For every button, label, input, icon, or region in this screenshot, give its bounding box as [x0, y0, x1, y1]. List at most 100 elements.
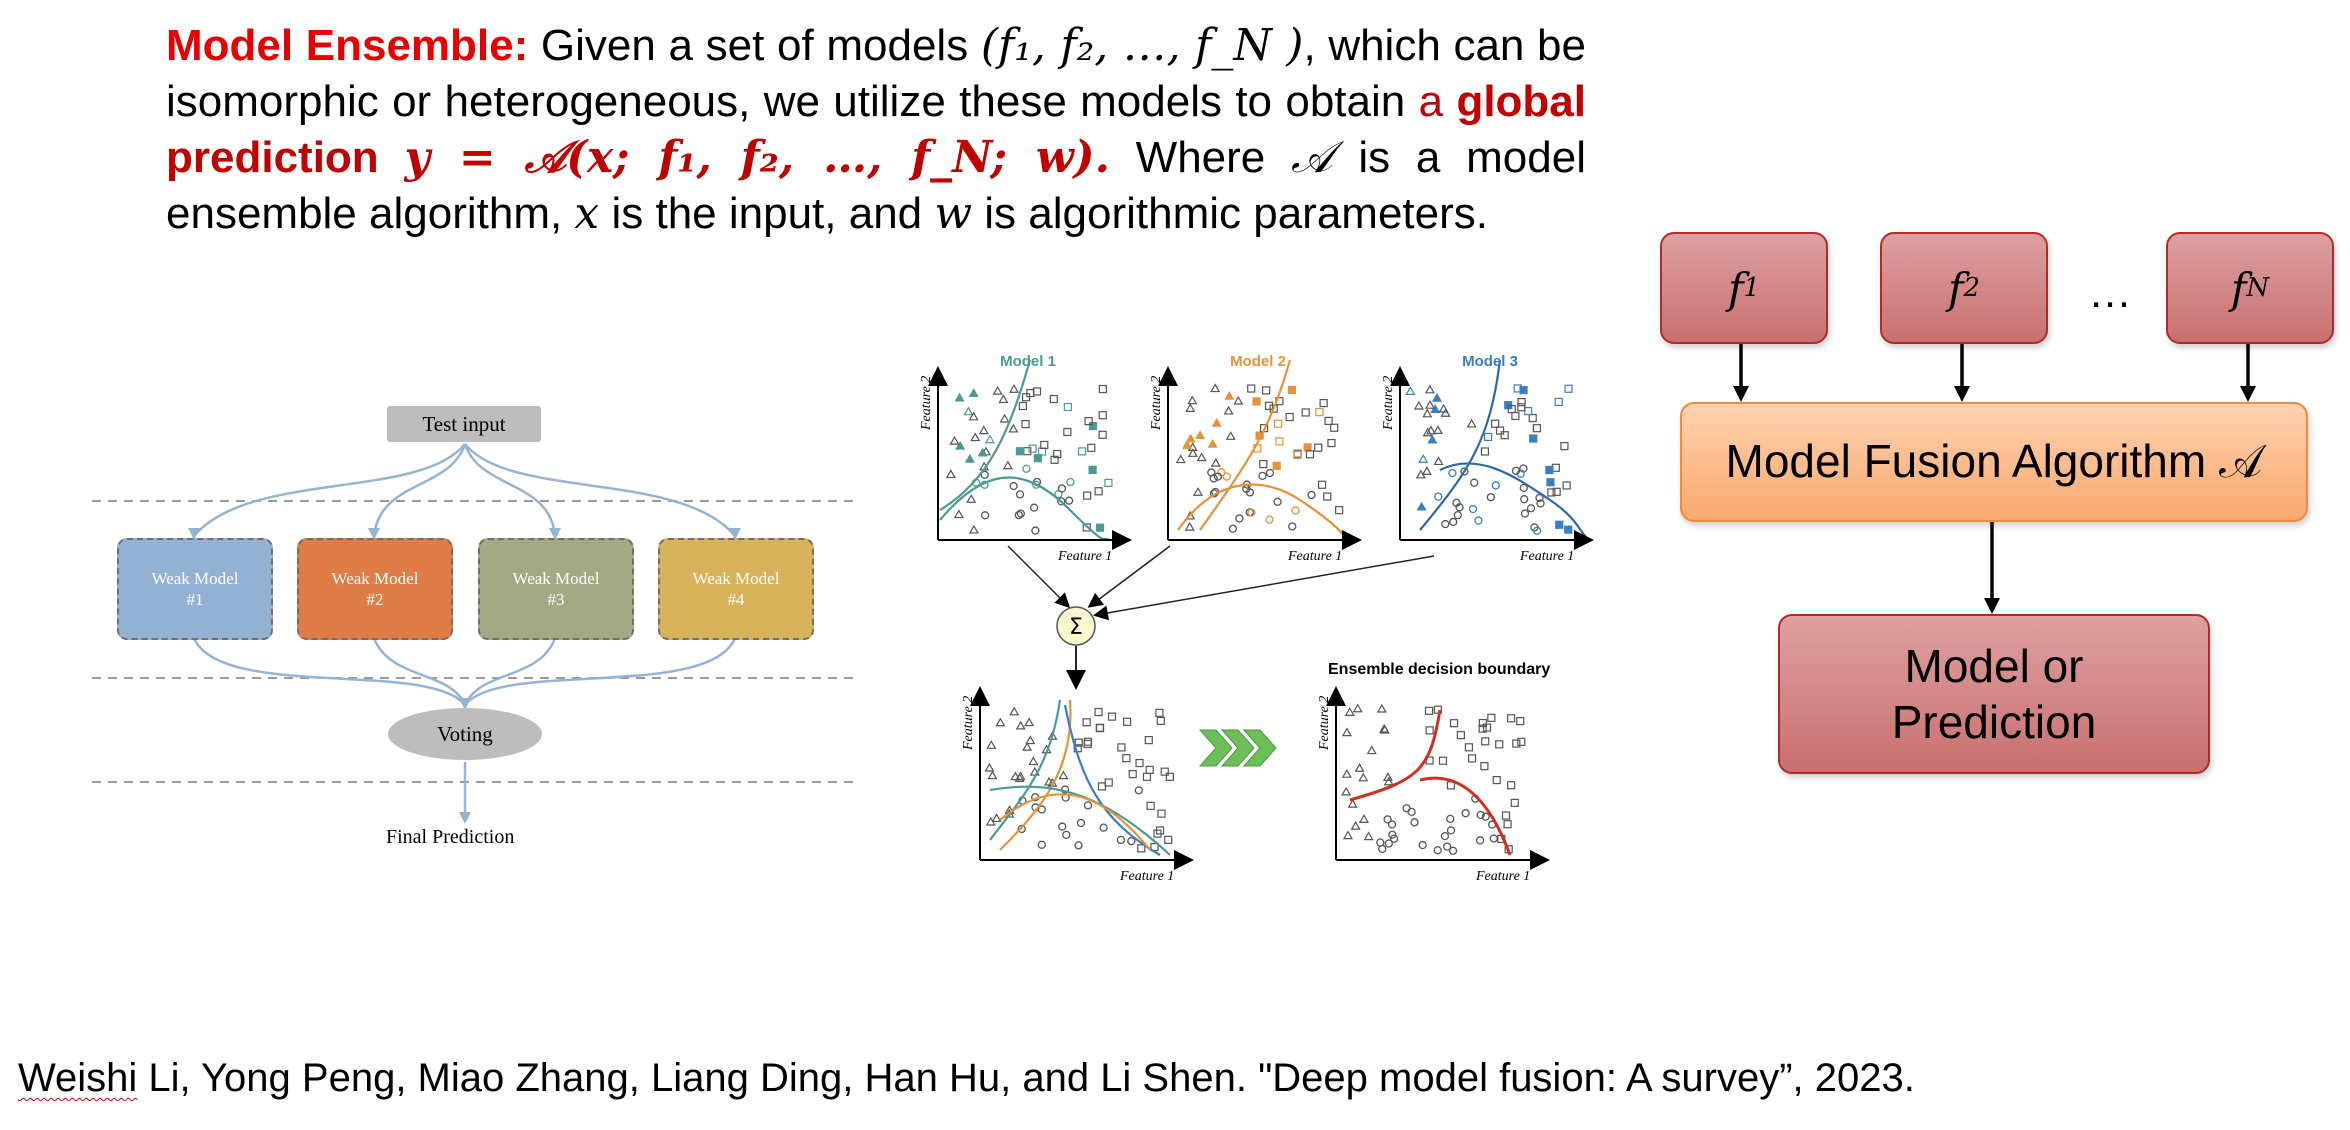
triangle-marker — [1224, 390, 1235, 400]
triangle-marker — [998, 394, 1009, 404]
circle-marker — [1016, 509, 1025, 518]
square-marker — [1063, 402, 1072, 412]
square-marker — [1456, 731, 1465, 740]
square-marker — [1554, 397, 1563, 407]
square-marker — [1082, 523, 1091, 532]
circle-marker — [1207, 468, 1216, 477]
square-marker — [1087, 443, 1096, 452]
square-marker — [1317, 480, 1327, 489]
definition-term: Model Ensemble: — [166, 21, 529, 70]
triangle-marker — [1024, 717, 1035, 727]
square-marker — [1155, 708, 1164, 717]
triangle-marker — [1431, 392, 1443, 402]
circle-marker — [1099, 823, 1108, 832]
square-marker — [1467, 754, 1477, 763]
circle-marker — [1453, 510, 1462, 520]
square-marker — [1018, 401, 1028, 411]
circle-marker — [1470, 478, 1479, 487]
triangle-marker — [1350, 820, 1361, 830]
model-box-n-base: f — [2230, 263, 2247, 313]
y-axis-label: Feature 2 — [1149, 376, 1164, 431]
square-marker — [1083, 739, 1092, 749]
triangle-marker — [1416, 501, 1427, 511]
triangle-marker — [1223, 405, 1234, 415]
triangle-marker — [1028, 756, 1039, 766]
square-marker — [1305, 450, 1315, 459]
square-marker — [1021, 419, 1030, 429]
square-marker — [1480, 762, 1489, 771]
triangle-marker — [1175, 454, 1186, 464]
ensemble-formula: y = 𝒜(x; f₁, f₂, …, f_N; w). — [404, 132, 1110, 183]
triangle-marker — [1225, 431, 1236, 440]
triangle-marker — [949, 435, 960, 445]
square-marker — [1272, 461, 1281, 470]
triangle-marker — [1422, 427, 1433, 437]
square-marker — [1123, 717, 1132, 726]
square-marker — [1015, 447, 1025, 456]
square-marker — [1519, 386, 1528, 395]
circle-marker — [1116, 835, 1126, 845]
square-marker — [1063, 427, 1072, 437]
weak-model-1-number: #1 — [186, 590, 204, 609]
circle-marker — [1247, 508, 1256, 517]
sum-node — [1056, 606, 1096, 646]
square-marker — [1026, 388, 1035, 398]
triangle-marker — [1424, 384, 1435, 394]
y-axis-label: Feature 2 — [1381, 376, 1396, 431]
connector-model-2 — [1087, 545, 1171, 608]
models-tuple: (f₁, f₂, …, f_N ) — [980, 20, 1304, 71]
citation-first-name: Weishi — [18, 1056, 138, 1100]
square-marker — [1142, 772, 1152, 781]
square-marker — [1164, 835, 1173, 844]
triangle-marker — [970, 432, 981, 442]
triangle-marker — [966, 494, 977, 503]
ensemble-title: Ensemble decision boundary — [1328, 661, 1550, 678]
triangle-marker — [968, 524, 979, 534]
weak-model-3: Weak Model #3 — [478, 538, 634, 640]
square-marker — [1137, 844, 1146, 853]
scatter-panel-5: Feature 1 Feature 2 — [1317, 686, 1550, 884]
square-marker — [1516, 717, 1525, 726]
triangle-marker — [1181, 440, 1192, 449]
scatter-panel-1: Feature 1 Feature 2 Model 1 — [919, 353, 1132, 564]
definition-text-3: Where — [1109, 133, 1292, 182]
square-marker — [1074, 738, 1083, 747]
square-marker — [1510, 798, 1519, 807]
circle-marker — [1376, 838, 1385, 847]
square-marker — [1492, 775, 1501, 785]
triangle-marker — [1211, 417, 1222, 427]
weak-model-1-label: Weak Model — [151, 569, 239, 588]
circle-marker — [1410, 818, 1419, 827]
weak-model-4: Weak Model #4 — [658, 538, 814, 640]
square-marker — [1098, 384, 1107, 394]
circle-marker — [1446, 826, 1456, 835]
circle-marker — [1446, 814, 1455, 824]
circle-marker — [1258, 471, 1267, 481]
triangle-marker — [1363, 831, 1374, 841]
square-marker — [1053, 449, 1062, 459]
triangle-marker — [1185, 433, 1196, 443]
circle-marker — [1532, 526, 1542, 535]
scatter-panel-2: Feature 1 Feature 2 Model 2 — [1149, 353, 1362, 564]
triangle-marker — [986, 740, 997, 749]
triangle-marker — [1184, 521, 1195, 531]
fusion-algorithm-box: Model Fusion Algorithm 𝒜 — [1680, 402, 2308, 522]
square-marker — [1501, 811, 1511, 820]
connector-model-3 — [1093, 555, 1435, 621]
boundary-curve — [1419, 776, 1512, 856]
definition-text-6: is algorithmic parameters. — [972, 189, 1488, 238]
square-marker — [1478, 724, 1487, 733]
square-marker — [1095, 523, 1105, 532]
boundary-curve — [939, 359, 1032, 511]
triangle-marker — [1376, 703, 1387, 713]
triangle-marker — [1185, 403, 1196, 412]
square-marker — [1259, 459, 1268, 469]
model-box-n-sub: N — [2246, 273, 2270, 303]
square-marker — [1517, 403, 1526, 412]
triangle-marker — [977, 447, 988, 457]
square-marker — [1262, 386, 1271, 395]
triangle-marker — [1010, 771, 1021, 781]
